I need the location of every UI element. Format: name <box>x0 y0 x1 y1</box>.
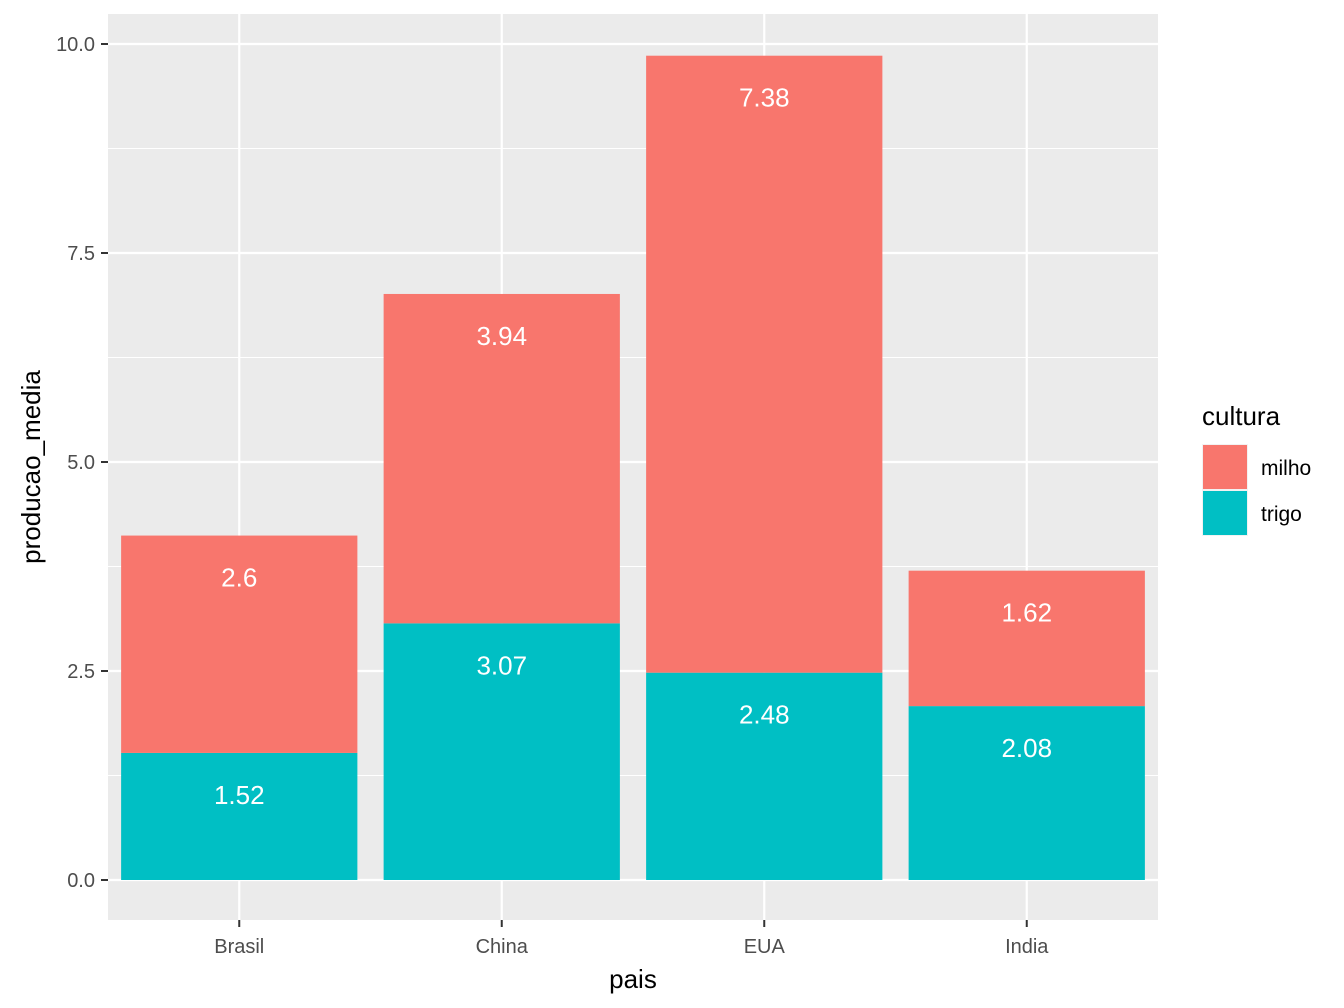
legend: cultura milho trigo <box>1202 401 1311 536</box>
y-tick-label: 7.5 <box>67 243 95 265</box>
bar-milho-india <box>908 570 1145 707</box>
bar-milho-brasil <box>121 535 358 753</box>
y-tick-label: 5.0 <box>67 452 95 474</box>
bar-value-label: 3.07 <box>476 650 527 680</box>
bar-value-label: 7.38 <box>739 83 790 113</box>
legend-label-trigo: trigo <box>1261 503 1302 526</box>
x-axis-title: pais <box>609 964 657 994</box>
y-tick-label: 0.0 <box>67 870 95 892</box>
bar-trigo-eua <box>646 672 883 880</box>
bar-milho-china <box>383 293 620 624</box>
bar-value-label: 1.62 <box>1001 598 1052 628</box>
bar-milho-eua <box>646 55 883 673</box>
x-tick-label: China <box>476 936 529 958</box>
bar-trigo-brasil <box>121 752 358 880</box>
legend-title: cultura <box>1202 401 1281 431</box>
legend-swatch-milho <box>1203 445 1247 489</box>
bar-value-label: 2.48 <box>739 700 790 730</box>
bar-trigo-india <box>908 706 1145 880</box>
x-tick-label: Brasil <box>214 936 264 958</box>
y-tick-label: 2.5 <box>67 661 95 683</box>
bars <box>121 55 1145 880</box>
x-axis: Brasil China EUA India <box>214 920 1049 958</box>
bar-value-label: 2.6 <box>221 563 257 593</box>
y-axis: 0.0 2.5 5.0 7.5 10.0 <box>56 34 108 892</box>
bar-trigo-china <box>383 623 620 880</box>
legend-swatch-trigo <box>1203 491 1247 535</box>
legend-entries: milho trigo <box>1202 444 1311 536</box>
x-tick-label: EUA <box>744 936 786 958</box>
y-axis-title: producao_media <box>16 370 46 564</box>
bar-value-labels: 1.52 3.07 2.48 2.08 2.6 3.94 7.38 1.62 <box>214 83 1052 810</box>
bar-value-label: 3.94 <box>476 321 527 351</box>
bar-value-label: 1.52 <box>214 780 265 810</box>
legend-label-milho: milho <box>1261 457 1311 480</box>
x-tick-label: India <box>1005 936 1049 958</box>
bar-value-label: 2.08 <box>1001 733 1052 763</box>
y-tick-label: 10.0 <box>56 34 95 56</box>
